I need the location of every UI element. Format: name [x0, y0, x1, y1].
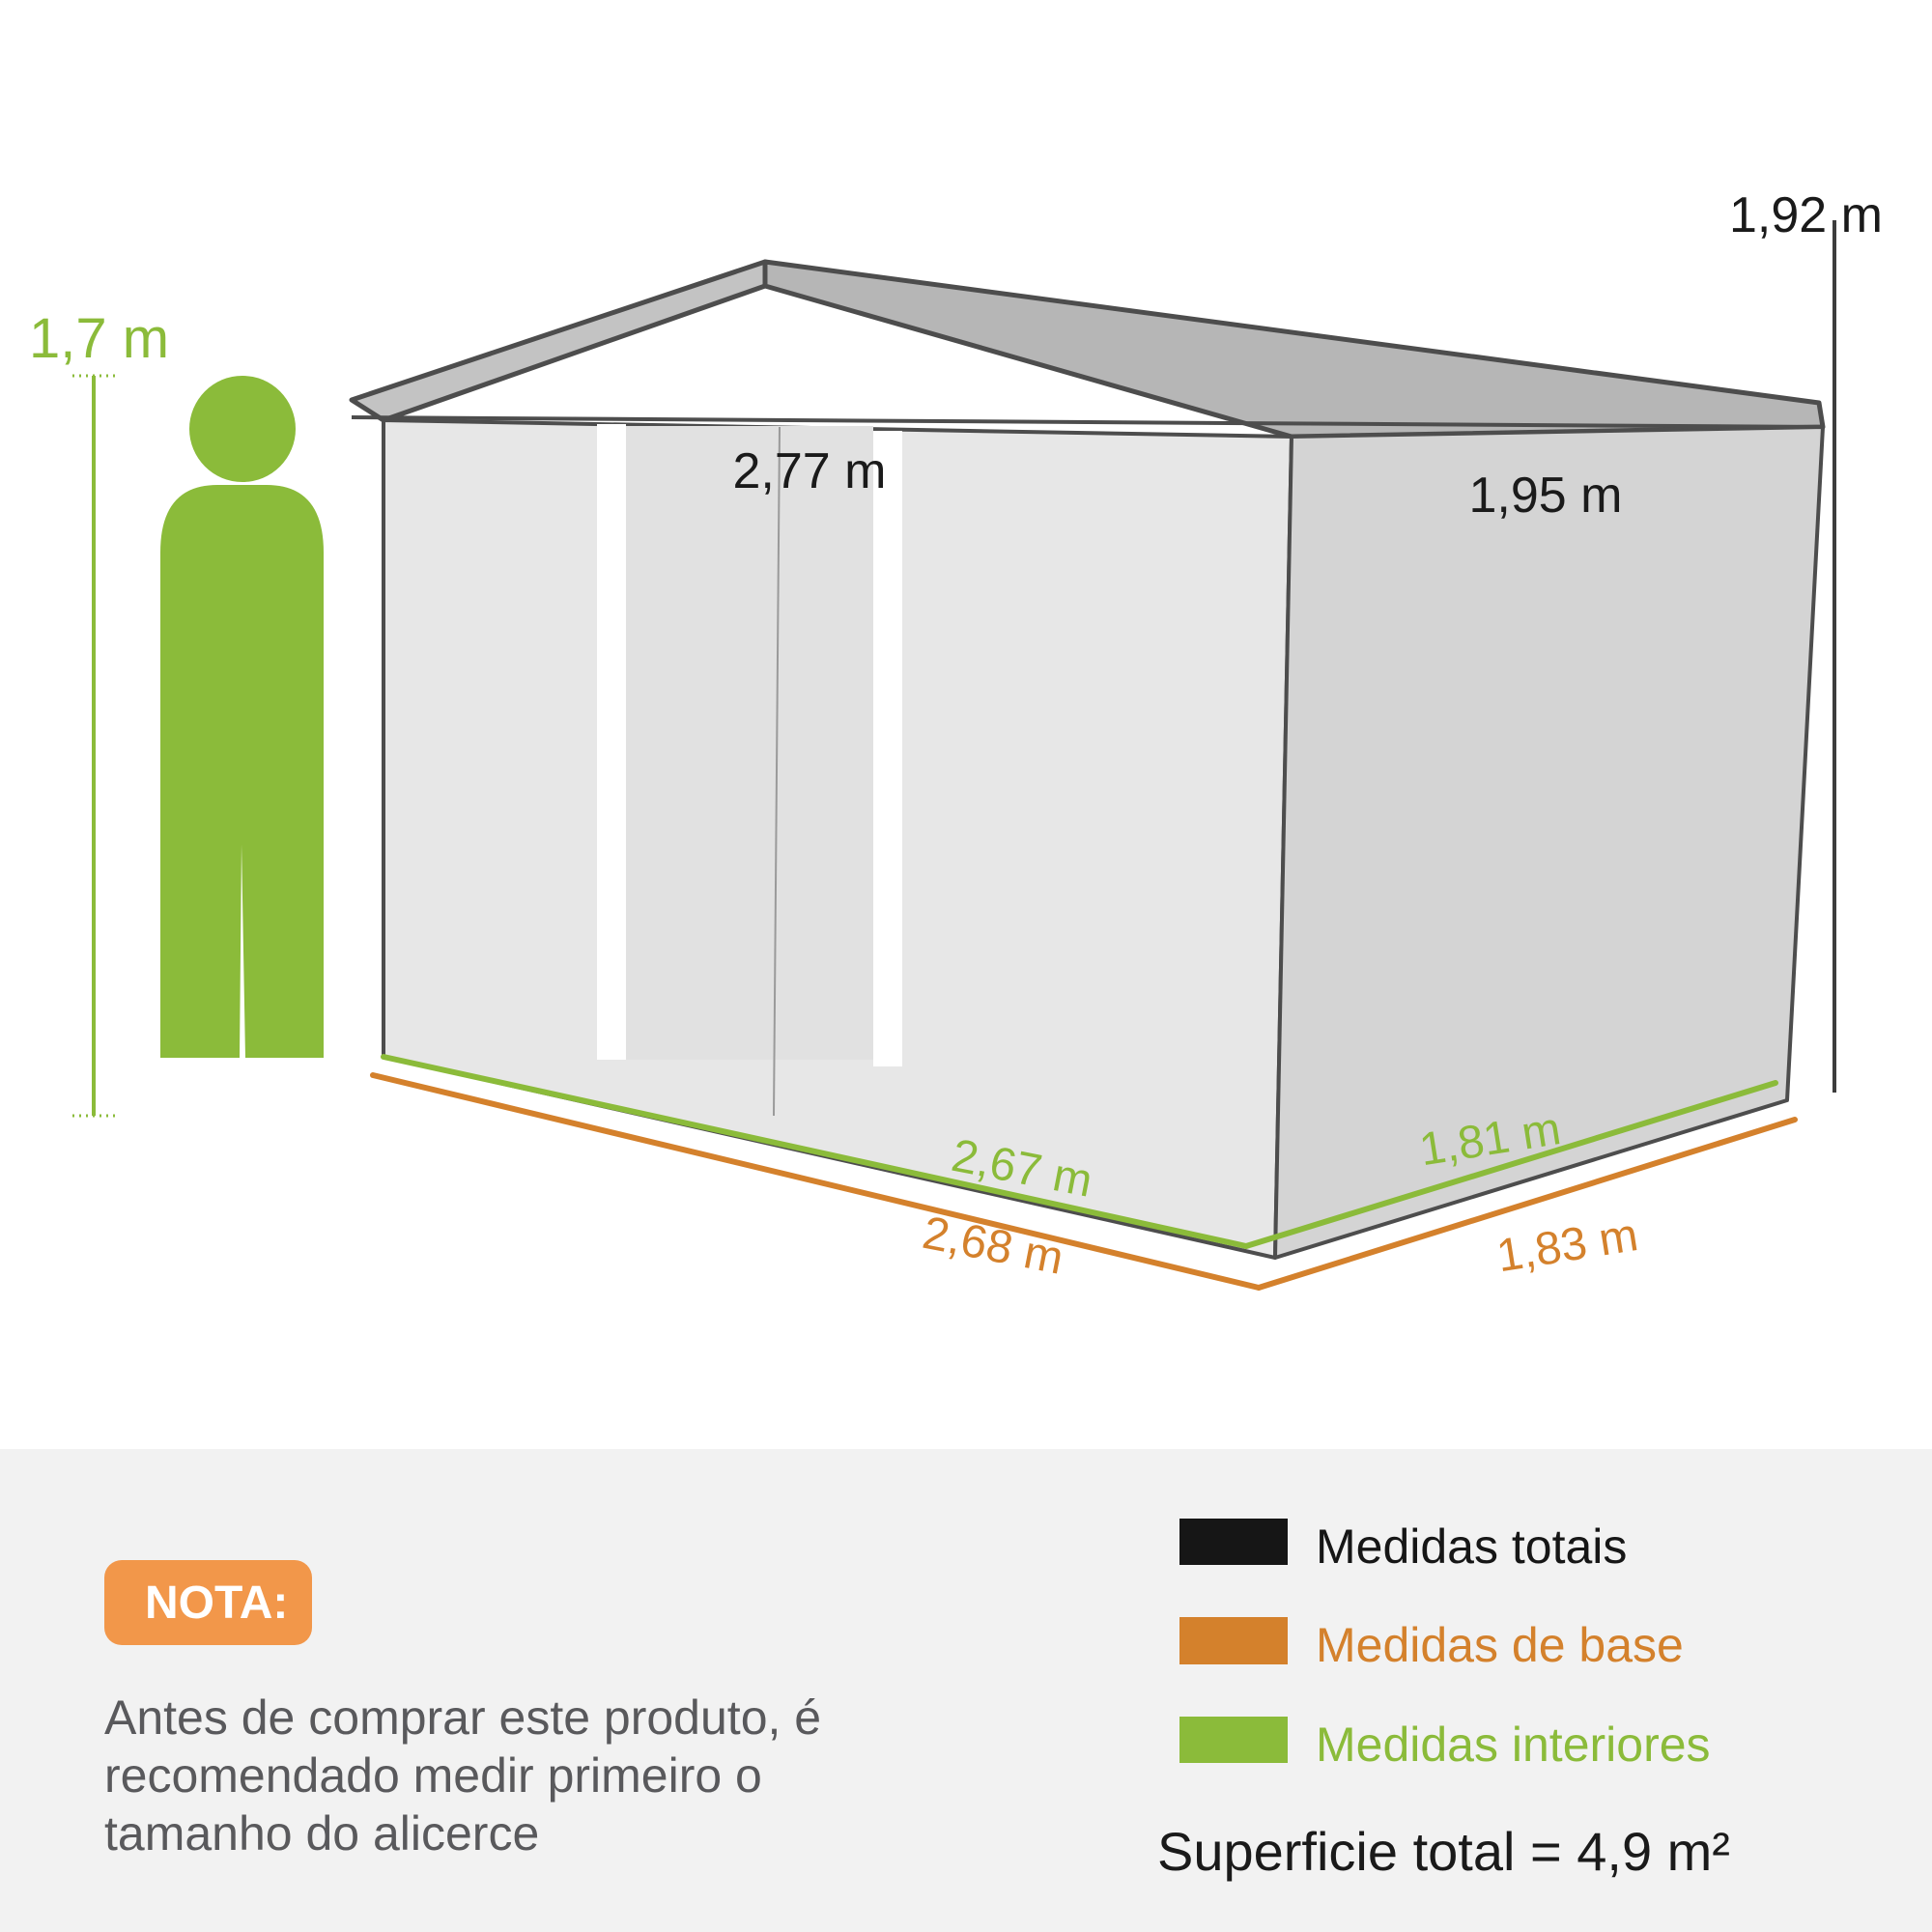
- svg-text:recomendado medir primeiro o: recomendado medir primeiro o: [104, 1748, 762, 1803]
- svg-text:Antes de comprar este produto,: Antes de comprar este produto, é: [104, 1690, 821, 1745]
- svg-text:tamanho do alicerce: tamanho do alicerce: [104, 1806, 539, 1861]
- svg-text:Medidas interiores: Medidas interiores: [1316, 1718, 1711, 1772]
- svg-text:1,92 m: 1,92 m: [1729, 187, 1883, 243]
- svg-text:Superficie total = 4,9 m²: Superficie total = 4,9 m²: [1157, 1821, 1730, 1882]
- svg-text:1,7 m: 1,7 m: [29, 307, 169, 370]
- svg-text:Medidas de base: Medidas de base: [1316, 1618, 1684, 1672]
- svg-text:Medidas totais: Medidas totais: [1316, 1520, 1627, 1574]
- svg-text:1,95 m: 1,95 m: [1469, 468, 1623, 524]
- svg-text:2,68 m: 2,68 m: [919, 1208, 1067, 1285]
- svg-text:1,83 m: 1,83 m: [1493, 1209, 1641, 1282]
- svg-text:2,77 m: 2,77 m: [733, 443, 887, 499]
- svg-text:NOTA:: NOTA:: [145, 1577, 288, 1629]
